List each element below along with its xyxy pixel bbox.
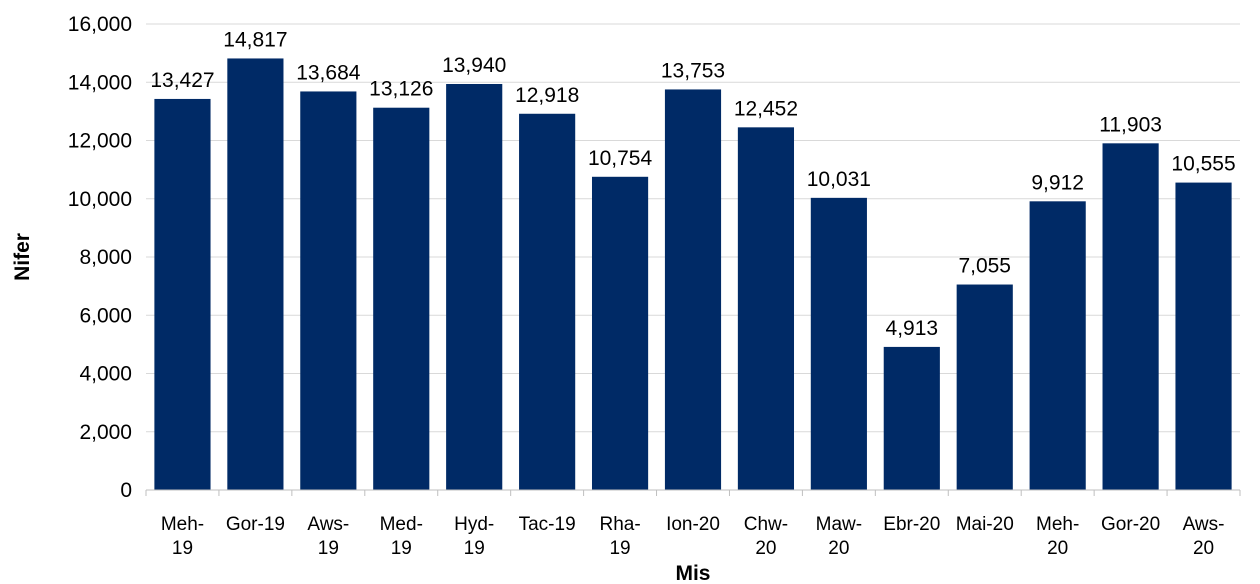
x-tick-label: Ebr-20	[883, 514, 940, 535]
x-tick-label: Meh-20	[1036, 514, 1079, 559]
bar	[227, 58, 284, 491]
bars	[154, 58, 1232, 491]
data-label: 10,031	[807, 168, 871, 191]
data-label: 13,126	[369, 78, 433, 101]
y-tick-label: 0	[120, 479, 132, 502]
bar	[154, 98, 211, 490]
x-tick-label: Mai-20	[956, 514, 1014, 535]
x-tick-label: Rha-19	[599, 514, 640, 559]
x-axis-ticks: Meh-19 Gor-19 Aws-19 Med-19 Hyd-19 Tac-19 Rha-…	[145, 490, 1241, 559]
y-tick-label: 14,000	[68, 71, 132, 94]
data-label: 13,427	[150, 69, 214, 92]
data-labels: 13,427 14,817 13,684 13,126 13,940 12,918 10,7…	[150, 28, 1235, 339]
x-tick-label: Hyd-19	[454, 514, 494, 559]
bar	[1102, 143, 1159, 490]
y-tick-label: 12,000	[68, 130, 132, 153]
y-axis-ticks: 0 2,000 4,000 6,000 8,000 10,000 12,000 14,000 1…	[68, 13, 132, 502]
x-tick-label: Gor-20	[1101, 514, 1160, 535]
bar	[446, 83, 503, 490]
bar	[737, 127, 795, 490]
y-tick-label: 4,000	[79, 363, 132, 386]
bar	[664, 89, 722, 490]
y-tick-label: 10,000	[68, 188, 132, 211]
x-tick-label: Chw-20	[744, 514, 788, 559]
x-tick-label: Meh-19	[161, 514, 204, 559]
y-tick-label: 2,000	[79, 421, 132, 444]
bar	[373, 107, 430, 490]
y-axis-title: Nifer	[11, 233, 34, 281]
bar	[591, 176, 649, 491]
x-tick-label: Tac-19	[519, 514, 576, 535]
bar	[810, 197, 867, 491]
x-tick-label: Maw-20	[816, 514, 862, 559]
data-label: 9,912	[1031, 171, 1084, 194]
bar	[956, 284, 1013, 490]
x-tick-label: Med-19	[380, 514, 423, 559]
data-label: 14,817	[223, 28, 287, 51]
data-label: 10,754	[588, 147, 653, 170]
bar	[1175, 182, 1232, 490]
data-label: 12,918	[515, 84, 579, 107]
y-tick-label: 6,000	[79, 304, 132, 327]
data-label: 11,903	[1099, 113, 1162, 136]
x-tick-label: Ion-20	[666, 514, 720, 535]
x-tick-label: Aws-19	[307, 514, 349, 559]
bar	[519, 113, 576, 491]
bar	[1029, 201, 1086, 491]
data-label: 12,452	[734, 97, 798, 120]
x-axis-title: Mis	[675, 562, 710, 584]
y-tick-label: 16,000	[68, 13, 132, 36]
data-label: 13,940	[442, 54, 506, 77]
x-tick-label: Gor-19	[226, 514, 285, 535]
data-label: 13,753	[661, 59, 725, 82]
data-label: 7,055	[958, 255, 1011, 278]
bar	[300, 91, 357, 491]
data-label: 10,555	[1171, 153, 1235, 176]
x-tick-label: Aws-20	[1183, 514, 1225, 559]
bar	[883, 346, 940, 490]
data-label: 13,684	[296, 61, 361, 84]
data-label: 4,913	[886, 317, 939, 340]
y-tick-label: 8,000	[79, 246, 132, 269]
